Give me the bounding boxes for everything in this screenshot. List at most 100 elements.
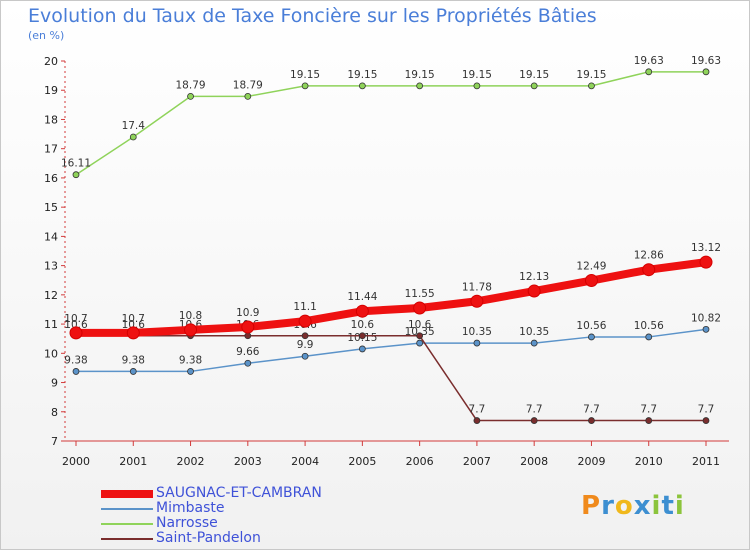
chart-title: Evolution du Taux de Taxe Foncière sur l…: [28, 5, 597, 27]
x-tick-label: 2008: [520, 455, 548, 468]
chart-subtitle: (en %): [28, 29, 65, 42]
data-point: [187, 368, 194, 375]
data-point: [129, 368, 137, 375]
x-tick-label: 2005: [348, 455, 376, 468]
data-point: [72, 368, 80, 375]
data-label: 10.9: [236, 307, 259, 319]
data-label: 7.7: [583, 404, 600, 416]
data-label: 19.63: [634, 55, 664, 67]
data-label: 10.35: [519, 326, 549, 338]
y-tick-label: 10: [44, 347, 58, 360]
data-label: 10.6: [64, 319, 88, 331]
x-tick-label: 2002: [177, 455, 205, 468]
y-tick-label: 7: [51, 435, 58, 448]
data-label: 9.38: [64, 354, 87, 366]
x-tick-label: 2010: [635, 455, 663, 468]
data-label: 7.7: [469, 404, 486, 416]
data-label: 13.12: [691, 242, 721, 254]
legend-swatch: [101, 508, 153, 510]
data-point: [244, 92, 252, 100]
y-tick-label: 12: [44, 289, 58, 302]
y-tick-label: 18: [44, 113, 58, 126]
data-label: 9.9: [297, 339, 314, 351]
data-point: [702, 68, 710, 76]
data-point: [69, 326, 83, 340]
data-point: [702, 417, 710, 424]
series-line: [72, 258, 710, 337]
x-tick-label: 2007: [463, 455, 491, 468]
data-point: [184, 323, 198, 337]
data-point: [416, 82, 424, 90]
data-label: 11.1: [293, 301, 316, 313]
y-tick-label: 19: [44, 84, 58, 97]
y-tick-label: 20: [44, 55, 58, 68]
data-point: [358, 332, 366, 340]
data-label: 11.44: [347, 291, 377, 303]
x-tick-label: 2006: [406, 455, 434, 468]
legend-swatch: [101, 523, 153, 525]
data-label: 10.56: [634, 320, 664, 332]
data-label: 10.7: [122, 313, 145, 325]
x-tick-label: 2003: [234, 455, 262, 468]
data-point: [588, 417, 595, 424]
data-label: 19.15: [405, 69, 435, 81]
data-point: [699, 255, 713, 269]
data-label: 17.4: [122, 120, 146, 132]
data-label: 12.86: [634, 250, 664, 262]
data-label: 18.79: [176, 79, 206, 91]
data-label: 16.11: [61, 158, 91, 170]
data-label: 10.6: [351, 319, 375, 331]
data-point: [301, 332, 309, 340]
data-point: [645, 333, 653, 341]
data-point: [416, 339, 424, 347]
series-line: [75, 335, 707, 422]
data-point: [473, 417, 481, 424]
data-point: [358, 345, 366, 353]
data-label: 9.66: [236, 346, 260, 358]
data-point: [473, 339, 481, 347]
y-tick-label: 16: [44, 172, 58, 185]
x-tick-label: 2011: [692, 455, 720, 468]
y-tick-label: 14: [44, 230, 58, 243]
data-point: [358, 82, 366, 90]
data-label: 18.79: [233, 79, 263, 91]
data-point: [301, 82, 309, 90]
data-label: 10.8: [179, 310, 202, 322]
proxiti-logo: Proxiti: [581, 491, 685, 521]
data-point: [187, 92, 194, 100]
data-label: 11.55: [405, 288, 435, 300]
y-tick-label: 13: [44, 260, 58, 273]
data-label: 19.15: [576, 69, 606, 81]
data-label: 19.15: [462, 69, 492, 81]
y-tick-label: 17: [44, 143, 58, 156]
data-point: [416, 332, 424, 340]
data-label: 19.15: [290, 69, 320, 81]
data-point: [530, 417, 538, 424]
legend-label: Saint-Pandelon: [156, 530, 261, 546]
data-label: 19.63: [691, 55, 721, 67]
legend-label: Narrosse: [156, 515, 218, 531]
data-label: 10.6: [122, 319, 146, 331]
data-point: [72, 171, 80, 179]
data-label: 10.56: [576, 320, 606, 332]
data-label: 9.38: [122, 354, 145, 366]
data-point: [241, 320, 255, 334]
y-tick-label: 8: [51, 406, 58, 419]
y-tick-label: 15: [44, 201, 58, 214]
data-point: [301, 352, 309, 360]
x-tick-label: 2000: [62, 455, 90, 468]
data-label: 19.15: [519, 69, 549, 81]
data-point: [530, 82, 538, 90]
data-label: 19.15: [347, 69, 377, 81]
data-label: 9.38: [179, 354, 202, 366]
legend-label: SAUGNAC-ET-CAMBRAN: [156, 485, 322, 501]
data-label: 7.7: [698, 404, 715, 416]
data-point: [129, 133, 137, 141]
data-label: 12.49: [576, 261, 606, 273]
data-label: 10.7: [64, 313, 87, 325]
data-label: 7.7: [640, 404, 657, 416]
data-point: [244, 359, 252, 367]
x-tick-label: 2004: [291, 455, 319, 468]
